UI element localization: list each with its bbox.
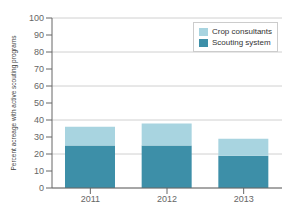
svg-text:0: 0 (39, 183, 44, 193)
svg-text:Percent acreage with active sc: Percent acreage with active scouting pro… (10, 35, 18, 171)
svg-text:70: 70 (34, 64, 44, 74)
svg-text:100: 100 (29, 13, 44, 23)
svg-text:40: 40 (34, 115, 44, 125)
svg-text:2011: 2011 (81, 194, 100, 204)
svg-text:80: 80 (34, 47, 44, 57)
svg-text:60: 60 (34, 81, 44, 91)
svg-text:30: 30 (34, 132, 44, 142)
html-text:Crop consultants: Crop consultants (212, 27, 272, 36)
svg-text:20: 20 (34, 149, 44, 159)
svg-text:2013: 2013 (234, 194, 254, 204)
svg-text:10: 10 (34, 166, 44, 176)
svg-text:50: 50 (34, 98, 44, 108)
svg-text:90: 90 (34, 30, 44, 40)
svg-text:2012: 2012 (157, 194, 177, 204)
html-text:Scouting system: Scouting system (212, 38, 271, 47)
